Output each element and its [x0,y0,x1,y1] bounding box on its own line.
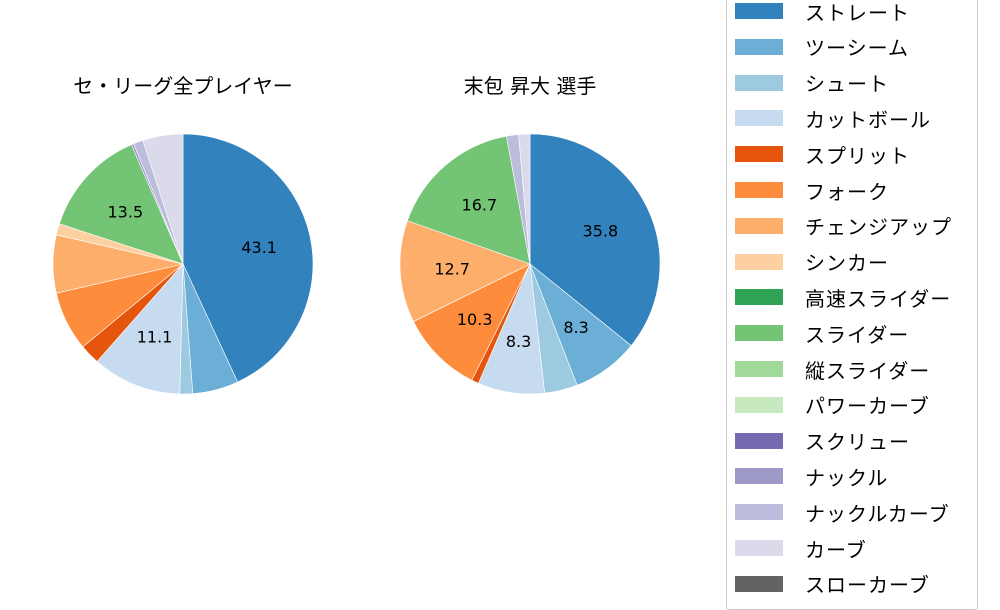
legend-label: シュート [805,72,889,97]
legend-label: スローカーブ [805,573,930,598]
legend-label: 高速スライダー [805,286,952,311]
legend-label: 縦スライダー [805,358,931,383]
legend-item: スローカーブ [735,572,930,598]
legend-item: シュート [735,71,889,97]
legend-item: ナックル [735,464,889,490]
legend-swatch [735,575,783,592]
legend-item: ナックルカーブ [735,500,950,526]
left-chart-title: セ・リーグ全プレイヤー [73,74,293,98]
legend-label: フォーク [805,179,889,204]
legend-item: フォーク [735,178,889,204]
legend-swatch [735,182,783,198]
legend-item: カットボール [735,106,931,132]
player-pitch-pie-chart: 35.8 8.3 8.3 10.3 12.7 16.7 [399,133,661,395]
pie-slice [96,263,184,395]
legend-item: スクリュー [735,429,910,455]
legend-label: スライダー [805,322,910,347]
slice-value-label: 13.5 [107,203,143,222]
pie-slice [407,135,531,265]
legend-label: チェンジアップ [805,215,952,240]
legend: ストレートツーシームシュートカットボール スプリットフォークチェンジアップ シンカー… [726,0,978,610]
pie-slice [413,263,531,381]
slice-value-label: 11.1 [137,328,173,347]
legend-item: スライダー [735,321,910,347]
legend-label: ナックルカーブ [805,501,950,526]
pie-slice [518,133,531,265]
legend-label: ナックル [805,465,889,490]
legend-swatch [735,325,783,342]
legend-swatch [735,504,783,521]
legend-swatch [735,38,783,55]
slice-value-label: 16.7 [462,196,498,215]
legend-label: ツーシーム [805,36,909,61]
pie-slice [182,133,314,383]
slice-value-label: 35.8 [583,221,619,240]
legend-swatch [735,396,783,413]
legend-item: ツーシーム [735,35,909,61]
legend-label: シンカー [805,251,889,276]
legend-item: 縦スライダー [735,357,931,383]
legend-swatch [735,432,783,449]
legend-item: スプリット [735,142,910,168]
league-pitch-pie-chart: 43.1 11.1 13.5 [52,133,314,395]
slice-value-label: 10.3 [457,310,493,329]
legend-item: ストレート [735,0,910,25]
legend-item: チェンジアップ [735,214,952,240]
legend-item: カーブ [735,536,867,562]
slice-value-label: 8.3 [506,332,531,351]
slice-value-label: 12.7 [434,260,470,279]
legend-label: カーブ [805,537,867,562]
legend-swatch [735,468,783,485]
legend-swatch [735,253,783,270]
legend-item: パワーカーブ [735,393,930,419]
legend-swatch [735,3,783,19]
legend-swatch [735,110,783,127]
right-chart-title: 末包 昇大 選手 [463,74,597,98]
legend-item: 高速スライダー [735,285,952,311]
slice-value-label: 43.1 [241,238,277,257]
legend-swatch [735,217,783,234]
pie-slice [58,144,184,265]
legend-label: スクリュー [805,430,910,455]
legend-swatch [735,361,783,377]
pie-slice [529,133,661,347]
legend-swatch [735,146,783,163]
legend-item: シンカー [735,250,889,276]
legend-label: ストレート [805,0,910,25]
pie-slice [142,133,184,265]
legend-swatch [735,289,783,306]
pie-slice [399,220,531,322]
legend-label: スプリット [805,143,910,168]
slice-value-label: 8.3 [563,318,588,337]
legend-swatch [735,540,783,556]
legend-label: パワーカーブ [805,394,930,419]
legend-label: カットボール [805,107,931,132]
legend-swatch [735,74,783,91]
